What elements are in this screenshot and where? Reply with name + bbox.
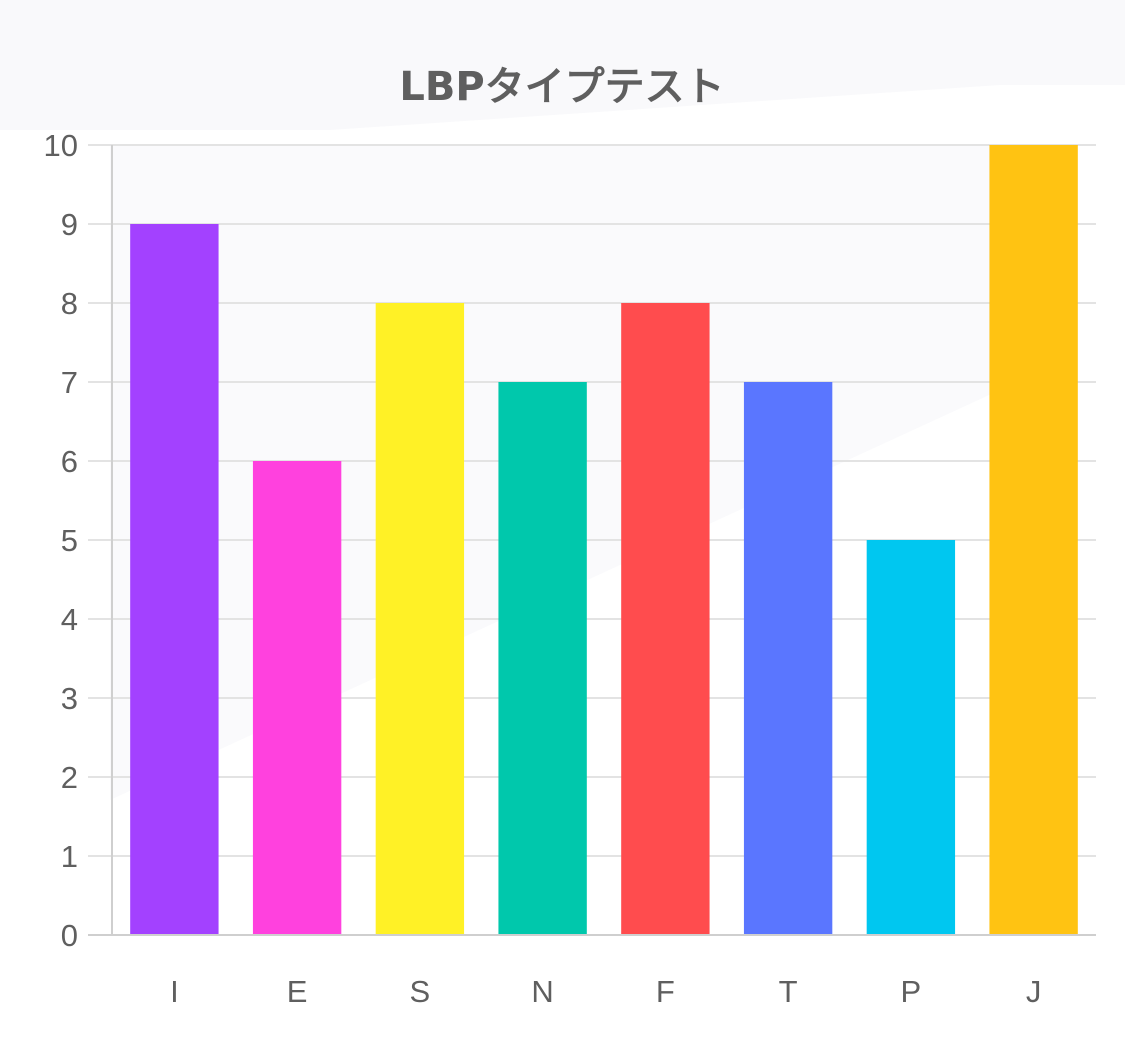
- x-tick-label-p: P: [901, 974, 922, 1009]
- y-tick-label: 6: [61, 444, 78, 479]
- bars: [130, 145, 1078, 935]
- y-tick-label: 4: [61, 602, 78, 637]
- bar-s[interactable]: [375, 303, 465, 935]
- y-tick-label: 3: [61, 681, 78, 716]
- x-tick-label-e: E: [287, 974, 308, 1009]
- x-tick-label-f: F: [656, 974, 675, 1009]
- y-tick-label: 5: [61, 523, 78, 558]
- y-tick-label: 7: [61, 365, 78, 400]
- bar-e[interactable]: [252, 461, 342, 935]
- bar-p[interactable]: [866, 540, 956, 935]
- bar-i[interactable]: [130, 224, 219, 935]
- bar-t[interactable]: [743, 382, 833, 935]
- bar-n[interactable]: [498, 382, 587, 935]
- y-tick-label: 8: [61, 286, 78, 321]
- y-tick-label: 0: [61, 918, 78, 953]
- bar-j[interactable]: [989, 145, 1078, 935]
- x-tick-label-j: J: [1026, 974, 1042, 1009]
- x-tick-label-t: T: [779, 974, 798, 1009]
- y-tick-label: 1: [61, 839, 78, 874]
- x-tick-label-i: I: [170, 974, 179, 1009]
- y-tick-label: 9: [61, 207, 78, 242]
- y-tick-label: 2: [61, 760, 78, 795]
- x-tick-label-n: N: [531, 974, 553, 1009]
- chart-title: LBPタイプテスト: [399, 64, 724, 110]
- background-wash: [0, 0, 1125, 130]
- y-tick-label: 10: [44, 128, 78, 163]
- y-axis-tick-labels: 0 1 2 3 4 5 6 7 8 9 10: [44, 128, 78, 953]
- x-tick-label-s: S: [410, 974, 431, 1009]
- bar-f[interactable]: [621, 303, 710, 935]
